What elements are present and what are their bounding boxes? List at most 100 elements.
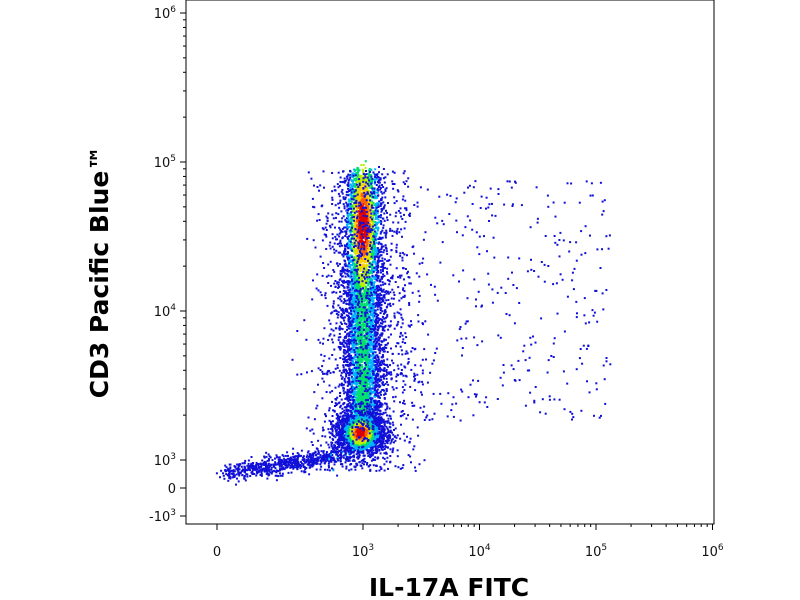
event-dot	[361, 312, 364, 315]
event-dot	[348, 297, 351, 300]
event-dot	[357, 358, 360, 361]
event-dot	[382, 373, 385, 376]
event-dot	[349, 231, 352, 234]
event-dot	[348, 380, 351, 383]
event-dot	[360, 381, 363, 383]
event-dot	[362, 233, 365, 235]
event-dot	[352, 262, 354, 265]
event-dot	[368, 227, 371, 230]
event-dot	[351, 392, 354, 395]
event-dot	[356, 357, 359, 360]
event-dot	[378, 319, 381, 322]
event-dot	[361, 400, 364, 403]
event-dot	[344, 275, 347, 278]
event-dot	[365, 304, 368, 307]
event-dot	[351, 350, 353, 353]
event-dot	[359, 338, 362, 341]
event-dot	[344, 253, 346, 256]
event-dot	[360, 395, 362, 398]
event-dot	[353, 274, 355, 276]
event-dot	[356, 387, 359, 390]
event-dot	[351, 324, 354, 327]
event-dot	[363, 219, 366, 221]
event-dot	[357, 351, 360, 353]
event-dot	[381, 315, 384, 318]
event-dot	[371, 271, 374, 274]
event-dot	[375, 319, 378, 322]
event-dot	[354, 320, 357, 323]
event-dot	[360, 194, 363, 197]
event-dot	[354, 319, 356, 322]
event-dot	[363, 355, 366, 358]
event-dot	[365, 260, 368, 263]
event-dot	[365, 179, 368, 182]
event-dot	[377, 264, 379, 267]
event-dot	[378, 241, 381, 244]
event-dot	[348, 368, 351, 371]
event-dot	[377, 394, 380, 397]
event-dot	[369, 308, 371, 311]
event-dot	[335, 291, 338, 294]
event-dot	[369, 252, 372, 255]
event-dot	[352, 346, 355, 349]
event-dot	[342, 364, 345, 367]
event-dot	[336, 396, 339, 399]
event-dot	[350, 175, 353, 178]
event-dot	[354, 270, 357, 273]
event-dot	[376, 275, 379, 278]
event-dot	[358, 398, 361, 401]
event-dot	[364, 359, 367, 362]
event-dot	[349, 356, 352, 358]
event-dot	[383, 367, 386, 370]
event-dot	[334, 358, 337, 361]
event-dot	[389, 291, 392, 294]
event-dot	[361, 390, 364, 393]
event-dot	[349, 217, 352, 219]
event-dot	[364, 241, 367, 243]
event-dot	[372, 385, 375, 388]
event-dot	[344, 299, 347, 302]
event-dot	[349, 358, 351, 361]
event-dot	[377, 277, 380, 280]
event-dot	[342, 266, 345, 269]
event-dot	[367, 257, 370, 260]
event-dot	[342, 269, 345, 272]
event-dot	[352, 377, 354, 380]
event-dot	[342, 366, 345, 369]
event-dot	[351, 372, 353, 374]
event-dot	[385, 229, 388, 232]
event-dot	[340, 220, 343, 223]
event-dot	[343, 406, 346, 409]
event-dot	[343, 379, 346, 382]
event-dot	[341, 309, 344, 312]
event-dot	[344, 196, 347, 199]
event-dot	[335, 322, 338, 325]
event-dot	[363, 388, 366, 391]
event-dot	[338, 195, 341, 198]
event-dot	[367, 327, 370, 330]
event-dot	[340, 371, 343, 374]
event-dot	[370, 272, 373, 275]
event-dot	[376, 332, 379, 335]
event-dot	[369, 407, 372, 410]
event-dot	[362, 263, 365, 266]
event-dot	[360, 221, 363, 224]
event-dot	[366, 196, 369, 199]
event-dot	[383, 317, 386, 320]
event-dot	[364, 292, 367, 295]
event-dot	[363, 203, 366, 206]
event-dot	[351, 410, 354, 413]
event-dot	[374, 168, 377, 171]
event-dot	[359, 305, 362, 308]
event-dot	[352, 184, 354, 187]
event-dot	[380, 363, 382, 366]
event-dot	[349, 395, 352, 398]
event-dot	[369, 384, 372, 387]
event-dot	[372, 214, 375, 217]
event-dot	[365, 381, 368, 384]
event-dot	[362, 370, 365, 373]
event-dot	[360, 164, 363, 167]
event-dot	[356, 220, 359, 223]
event-dot	[367, 246, 369, 249]
event-dot	[338, 220, 341, 223]
